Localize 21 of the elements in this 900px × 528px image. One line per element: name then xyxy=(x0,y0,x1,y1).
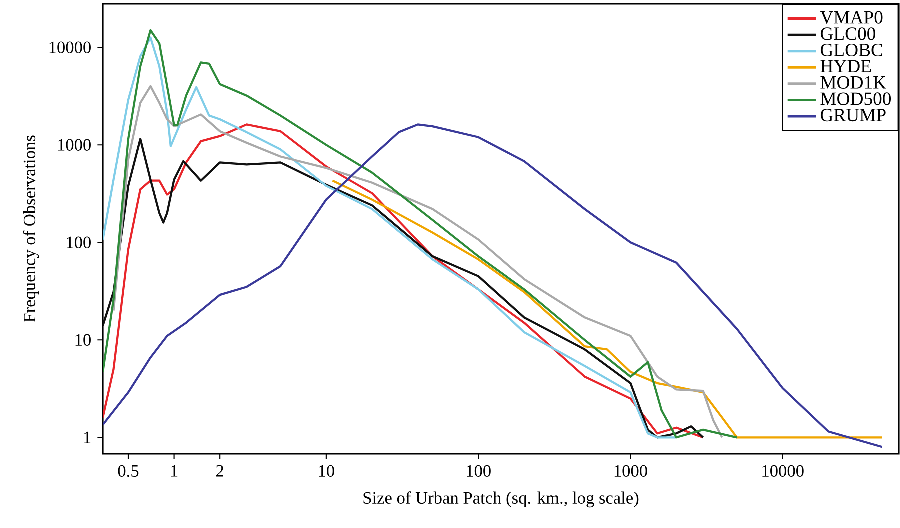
legend-label: GRUMP xyxy=(820,109,886,122)
x-tick-label: 0.5 xyxy=(118,465,139,478)
legend-label: MOD1K xyxy=(820,76,886,89)
y-tick-label: 10000 xyxy=(50,42,91,54)
x-tick-label: 100 xyxy=(467,465,491,478)
y-axis-title: Frequency of Observations xyxy=(23,136,40,322)
legend-label: GLC00 xyxy=(820,28,876,40)
y-tick-label: 1 xyxy=(84,432,91,444)
x-tick-label: 2 xyxy=(216,465,224,477)
y-tick-label: 1000 xyxy=(58,139,91,151)
y-tick-label: 10 xyxy=(76,334,91,346)
x-tick-label: 10 xyxy=(319,465,334,478)
x-tick-label: 1000 xyxy=(614,465,648,478)
y-tick-label: 100 xyxy=(67,236,91,248)
legend-label: GLOBC xyxy=(820,44,882,56)
legend-label: VMAP0 xyxy=(820,11,883,24)
x-tick-label: 10000 xyxy=(762,465,804,478)
x-tick-label: 1 xyxy=(171,465,178,477)
legend-label: HYDE xyxy=(820,60,872,73)
legend-label: MOD500 xyxy=(820,92,892,106)
x-axis-title: Size of Urban Patch (sq. km., log scale) xyxy=(364,492,639,508)
